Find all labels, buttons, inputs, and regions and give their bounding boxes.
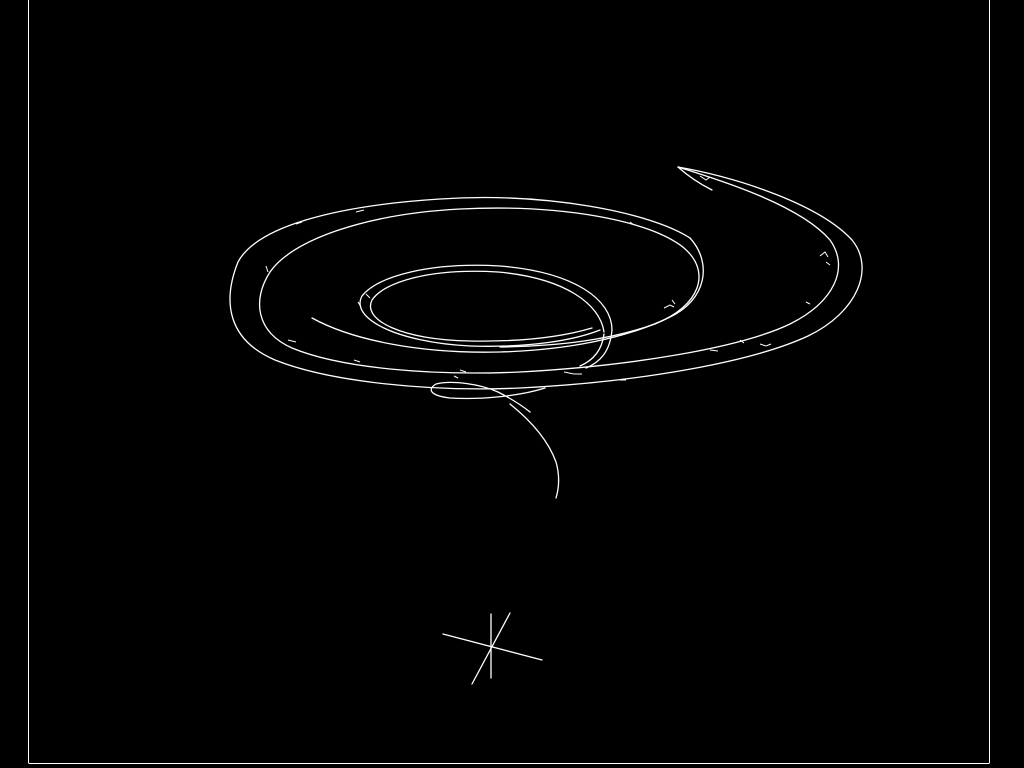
outer-band-lower-edge [311,237,704,353]
lower-loop [430,381,546,413]
spiral-tail [509,403,560,499]
ribbon-texture-specks [265,175,831,381]
inner-ribbon-descent-b [579,333,605,367]
spiral-tip [677,166,713,191]
inner-ring-inner-edge [369,270,605,342]
spiral-ribbon-icon [229,166,863,499]
outer-band-outer-edge [229,166,863,390]
inner-ring-outer-edge [359,264,613,347]
outer-band-inner-edge [258,166,840,374]
crosshair-icon [442,612,543,685]
inner-ribbon-descent-a [585,329,613,369]
